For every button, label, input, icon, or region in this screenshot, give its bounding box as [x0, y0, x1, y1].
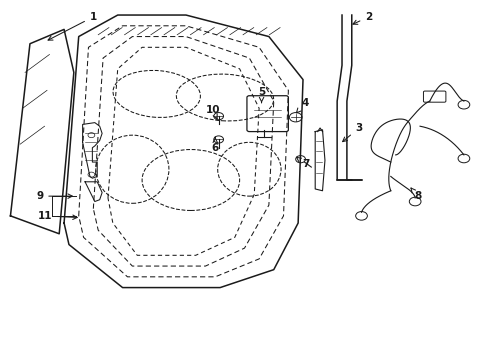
- Text: 10: 10: [205, 105, 220, 119]
- Text: 9: 9: [36, 191, 72, 201]
- Text: 3: 3: [342, 123, 362, 141]
- Text: 7: 7: [296, 157, 308, 169]
- Text: 4: 4: [296, 98, 308, 113]
- Text: 11: 11: [37, 211, 77, 221]
- Text: 2: 2: [352, 12, 372, 24]
- Text: 5: 5: [257, 87, 264, 103]
- Text: 1: 1: [48, 12, 97, 40]
- Text: 8: 8: [410, 188, 420, 201]
- Text: 6: 6: [211, 137, 219, 153]
